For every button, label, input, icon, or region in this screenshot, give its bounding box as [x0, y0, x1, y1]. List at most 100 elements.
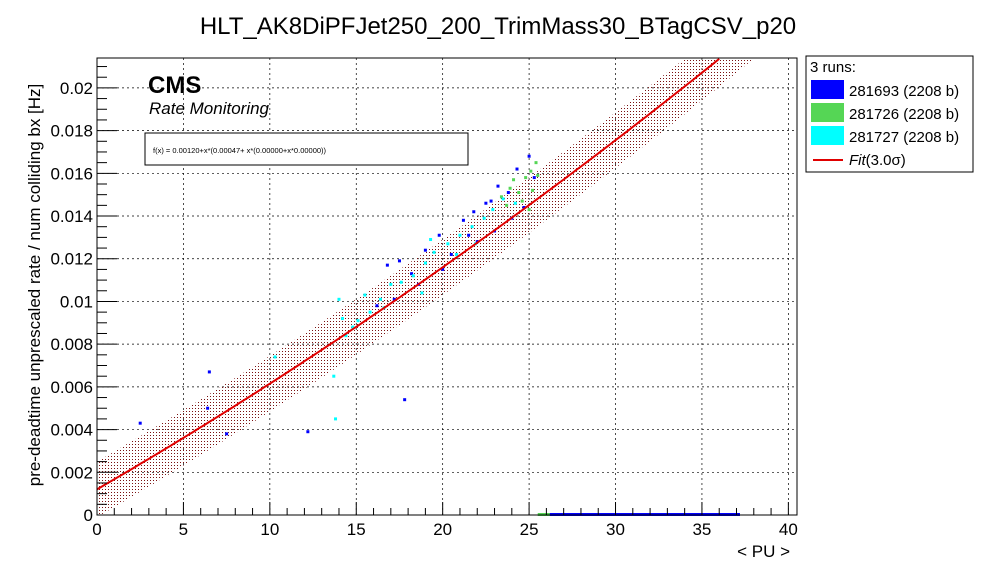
y-tick-label: 0.004 — [50, 421, 93, 440]
data-point-series-2 — [420, 291, 424, 295]
legend-label-run-281693: 281693 (2208 b) — [849, 83, 959, 100]
legend-swatch-run-281727 — [811, 126, 844, 145]
data-point-series-0 — [423, 248, 427, 252]
legend-label-run-281726: 281726 (2208 b) — [849, 106, 959, 123]
data-point-series-0 — [385, 263, 389, 267]
data-point-series-0 — [375, 304, 379, 308]
data-point-series-0 — [484, 201, 488, 205]
data-point-series-2 — [378, 297, 382, 301]
data-point-series-0 — [515, 167, 519, 171]
y-tick-label: 0.014 — [50, 207, 93, 226]
data-point-series-1 — [524, 176, 528, 180]
x-axis-label: < PU > — [737, 542, 790, 561]
data-point-series-0 — [522, 205, 526, 209]
data-point-series-2 — [411, 274, 415, 278]
data-point-series-0 — [527, 154, 531, 158]
data-point-series-1 — [505, 203, 509, 207]
data-point-series-1 — [499, 195, 503, 199]
axis-ticks: 0 5 10 15 20 25 30 35 40 0 0.002 0.004 0.006 0.008 0.0… — [50, 66, 798, 539]
plot-frame — [96, 57, 798, 516]
data-point-series-0 — [225, 432, 229, 436]
x-tick-label: 30 — [606, 520, 625, 539]
data-point-series-0 — [397, 259, 401, 263]
data-point-series-1 — [512, 178, 516, 182]
data-point-series-2 — [429, 238, 433, 242]
cms-sublabel: Rate Monitoring — [149, 99, 270, 118]
data-point-series-0 — [138, 421, 142, 425]
legend-label-run-281727: 281727 (2208 b) — [849, 129, 959, 146]
data-point-series-2 — [351, 325, 355, 329]
data-point-series-2 — [399, 280, 403, 284]
y-tick-label: 0.006 — [50, 378, 93, 397]
data-point-series-0 — [206, 406, 210, 410]
fit-formula-text: f(x) = 0.00120+x*(0.00047+ x*(0.00000+x*… — [153, 146, 327, 155]
data-point-series-1 — [527, 208, 531, 212]
data-point-series-1 — [531, 188, 535, 192]
data-point-series-0 — [441, 267, 445, 271]
data-point-series-2 — [470, 225, 474, 229]
chart-title: HLT_AK8DiPFJet250_200_TrimMass30_BTagCSV… — [200, 13, 796, 40]
data-point-series-2 — [482, 216, 486, 220]
data-points — [138, 154, 740, 516]
data-point-series-0 — [306, 430, 310, 434]
fit-band — [97, 58, 797, 515]
data-point-series-1 — [520, 199, 524, 203]
legend: 3 runs: 281693 (2208 b) 281726 (2208 b) … — [805, 55, 974, 173]
y-tick-label: 0.008 — [50, 335, 93, 354]
x-tick-label: 10 — [260, 520, 279, 539]
y-tick-label: 0 — [84, 506, 93, 525]
data-point-series-2 — [368, 310, 372, 314]
data-point-series-2 — [334, 417, 338, 421]
data-point-series-0 — [207, 370, 211, 374]
data-point-series-0 — [461, 218, 465, 222]
data-point-series-2 — [501, 197, 505, 201]
data-point-series-1 — [529, 169, 533, 173]
legend-swatch-run-281726 — [811, 103, 844, 122]
data-point-series-2 — [332, 374, 336, 378]
legend-label-fit: Fit(3.0σ) — [849, 152, 906, 169]
data-point-series-0 — [489, 199, 493, 203]
data-point-series-2 — [389, 282, 393, 286]
legend-header: 3 runs: — [810, 59, 856, 76]
data-point-series-0 — [449, 252, 453, 256]
y-tick-label: 0.02 — [60, 79, 93, 98]
y-tick-label: 0.016 — [50, 164, 93, 183]
y-tick-label: 0.002 — [50, 463, 93, 482]
data-point-series-1 — [536, 173, 540, 177]
x-tick-label: 25 — [520, 520, 539, 539]
data-point-series-0 — [437, 233, 441, 237]
data-point-series-1 — [517, 191, 521, 195]
x-tick-label: 15 — [347, 520, 366, 539]
data-point-series-0 — [506, 191, 510, 195]
legend-swatch-run-281693 — [811, 80, 844, 99]
x-tick-label: 5 — [179, 520, 188, 539]
data-point-series-0 — [496, 184, 500, 188]
data-point-series-0 — [467, 233, 471, 237]
data-point-series-2 — [363, 293, 367, 297]
data-point-series-2 — [356, 319, 360, 323]
data-point-series-1 — [508, 186, 512, 190]
data-point-series-0 — [392, 297, 396, 301]
data-point-series-2 — [423, 261, 427, 265]
x-tick-label: 0 — [92, 520, 101, 539]
data-point-series-2 — [273, 355, 277, 359]
fit-formula-box: f(x) = 0.00120+x*(0.00047+ x*(0.00000+x*… — [144, 132, 469, 166]
x-tick-label: 40 — [779, 520, 798, 539]
y-tick-label: 0.012 — [50, 250, 93, 269]
data-point-series-2 — [432, 250, 436, 254]
y-axis-label: pre-deadtime unprescaled rate / num coll… — [25, 84, 44, 487]
grid — [96, 58, 797, 516]
data-point-series-0 — [403, 398, 407, 402]
y-tick-label: 0.018 — [50, 122, 93, 141]
y-tick-label: 0.01 — [60, 292, 93, 311]
data-point-series-2 — [446, 242, 450, 246]
data-point-series-2 — [491, 208, 495, 212]
data-point-series-0 — [472, 210, 476, 214]
data-point-series-2 — [455, 252, 459, 256]
data-point-series-1 — [534, 161, 538, 165]
cms-label: CMS — [148, 72, 201, 99]
data-point-series-2 — [344, 334, 348, 338]
x-tick-label: 20 — [433, 520, 452, 539]
data-point-series-2 — [340, 317, 344, 321]
